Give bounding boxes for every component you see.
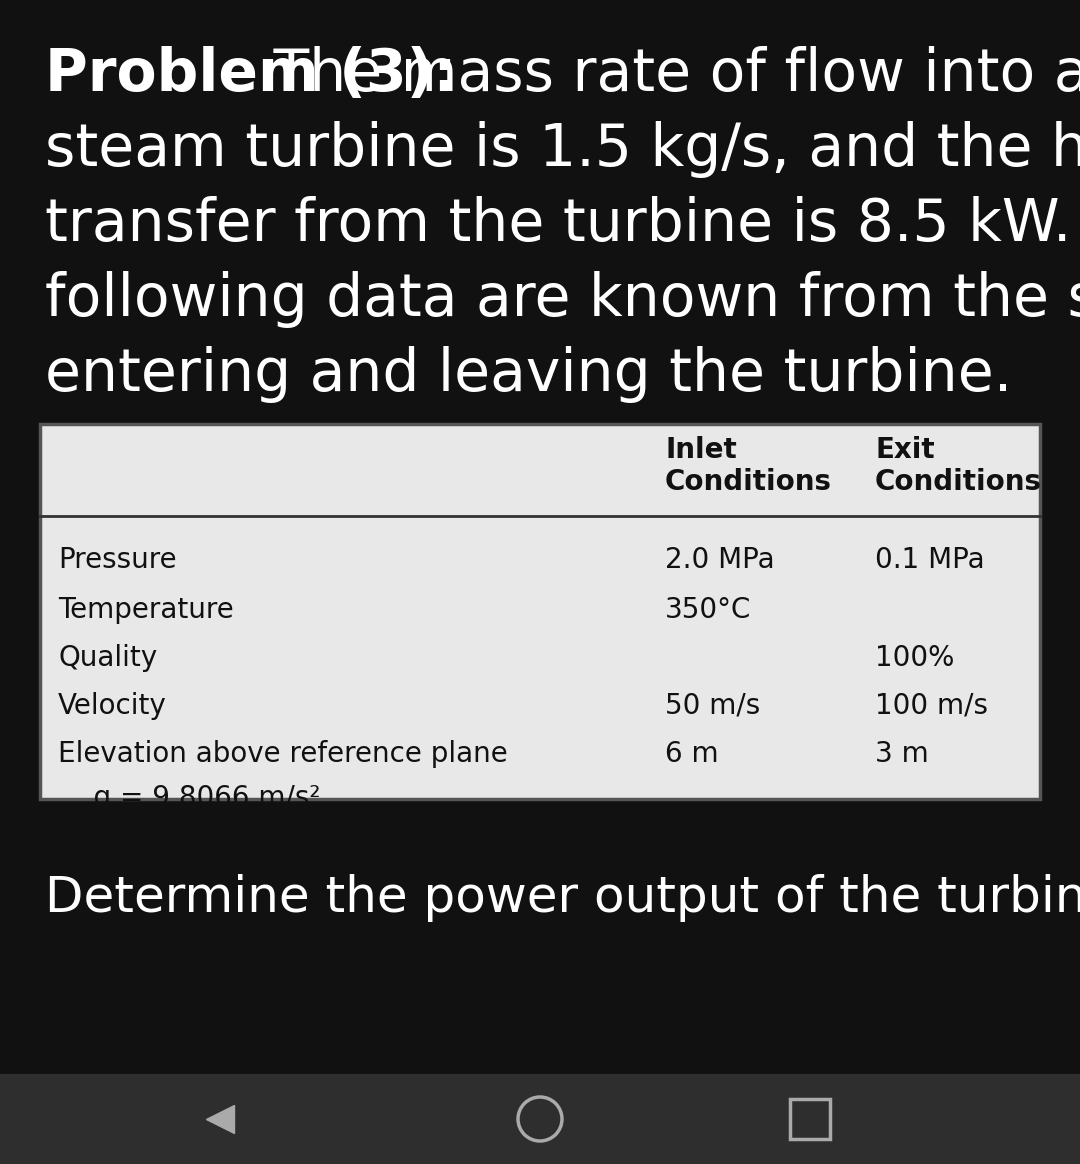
Text: 6 m: 6 m bbox=[665, 740, 718, 768]
Text: Elevation above reference plane: Elevation above reference plane bbox=[58, 740, 508, 768]
Text: transfer from the turbine is 8.5 kW. The: transfer from the turbine is 8.5 kW. The bbox=[45, 196, 1080, 253]
Text: The mass rate of flow into a: The mass rate of flow into a bbox=[255, 47, 1080, 102]
Text: 350°C: 350°C bbox=[665, 596, 752, 624]
Text: following data are known from the steam: following data are known from the steam bbox=[45, 271, 1080, 328]
Text: 50 m/s: 50 m/s bbox=[665, 693, 760, 721]
Text: Inlet
Conditions: Inlet Conditions bbox=[665, 436, 832, 496]
Text: 2.0 MPa: 2.0 MPa bbox=[665, 546, 774, 574]
Text: Determine the power output of the turbine: Determine the power output of the turbin… bbox=[45, 874, 1080, 922]
Text: entering and leaving the turbine.: entering and leaving the turbine. bbox=[45, 346, 1012, 403]
Text: 100%: 100% bbox=[875, 644, 955, 672]
Text: Velocity: Velocity bbox=[58, 693, 166, 721]
Text: Temperature: Temperature bbox=[58, 596, 233, 624]
Text: Problem (3):: Problem (3): bbox=[45, 47, 457, 102]
Text: Pressure: Pressure bbox=[58, 546, 177, 574]
Text: 100 m/s: 100 m/s bbox=[875, 693, 988, 721]
Bar bbox=[0, 1074, 1080, 1164]
Text: steam turbine is 1.5 kg/s, and the heat: steam turbine is 1.5 kg/s, and the heat bbox=[45, 121, 1080, 178]
Bar bbox=[40, 424, 1040, 799]
Bar bbox=[789, 1099, 831, 1140]
Text: 3 m: 3 m bbox=[875, 740, 929, 768]
Text: Exit
Conditions: Exit Conditions bbox=[875, 436, 1042, 496]
Text: 0.1 MPa: 0.1 MPa bbox=[875, 546, 985, 574]
Text: Quality: Quality bbox=[58, 644, 157, 672]
Text: g = 9.8066 m/s²: g = 9.8066 m/s² bbox=[58, 785, 321, 812]
